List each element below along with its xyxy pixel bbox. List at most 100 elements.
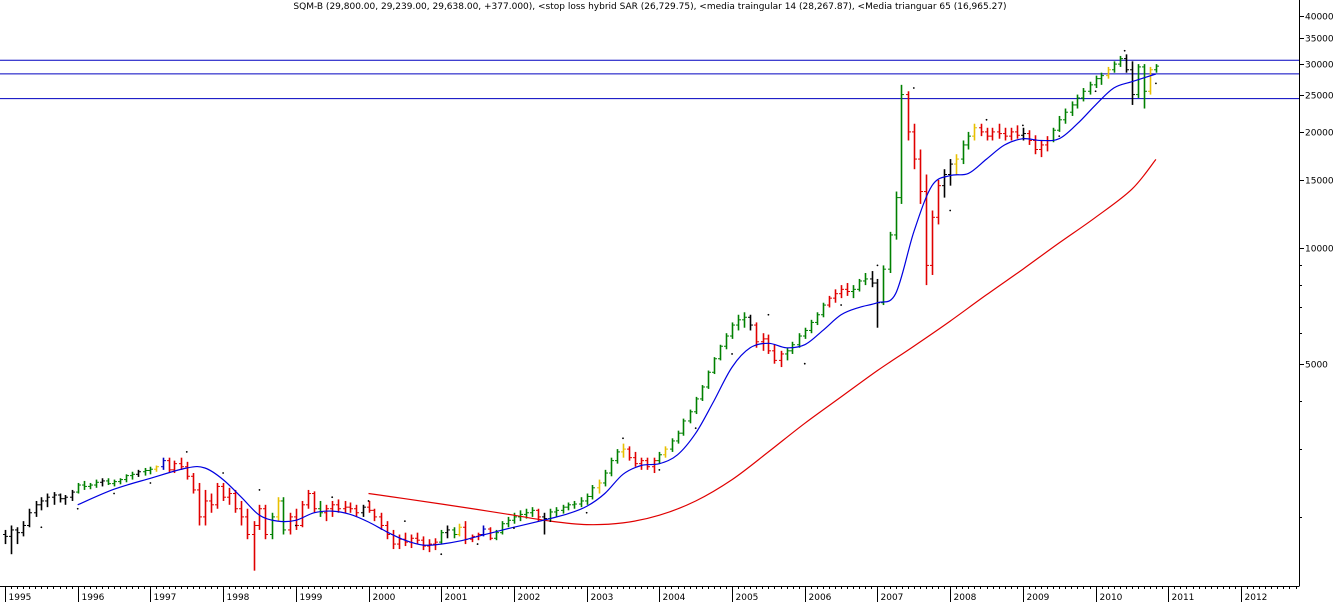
ohlc-bar xyxy=(815,312,820,326)
y-tick-label: 40000 xyxy=(1305,13,1334,23)
chart-title: SQM-B (29,800.00, 29,239.00, 29,638.00, … xyxy=(293,2,1006,12)
ohlc-bar xyxy=(985,127,990,141)
ohlc-bar xyxy=(997,123,1002,139)
ohlc-bar xyxy=(221,482,226,501)
ohlc-bar xyxy=(9,525,14,555)
ohlc-bar xyxy=(972,123,977,141)
ohlc-bar xyxy=(52,492,57,505)
level-lines xyxy=(0,59,1299,100)
ohlc-bar xyxy=(948,159,953,186)
ohlc-bar xyxy=(894,191,899,240)
ohlc-bar xyxy=(336,499,341,513)
ohlc-bar xyxy=(161,457,166,470)
ohlc-bar xyxy=(585,493,590,505)
x-tick-label: 1997 xyxy=(154,593,177,602)
ohlc-bar xyxy=(300,500,305,528)
ohlc-bar xyxy=(700,385,705,402)
stop-sar-dot xyxy=(1021,124,1024,127)
x-tick-label: 1999 xyxy=(300,593,323,602)
ohlc-bar xyxy=(118,478,123,485)
y-tick-label: 30000 xyxy=(1305,61,1334,71)
ohlc-bar xyxy=(452,527,457,539)
ohlc-bar xyxy=(130,471,135,480)
ohlc-bar xyxy=(252,521,257,571)
x-tick-label: 2000 xyxy=(373,593,396,602)
ohlc-bar xyxy=(415,532,420,545)
ohlc-bar xyxy=(354,504,359,517)
ohlc-bar xyxy=(391,529,396,550)
ohlc-bar xyxy=(185,461,190,480)
y-axis-ticks: 40000 35000 30000 25000 20000 15000 10000 5000 xyxy=(1299,13,1334,518)
ohlc-bar xyxy=(863,273,868,286)
ohlc-bar xyxy=(367,500,372,513)
ohlc-bar xyxy=(63,494,68,505)
stop-sar-dot xyxy=(440,553,443,556)
ohlc-bar xyxy=(203,489,208,526)
ohlc-bar xyxy=(281,497,286,535)
x-tick-label: 2005 xyxy=(736,593,759,602)
ohlc-bar xyxy=(124,474,129,483)
ohlc-bar xyxy=(512,512,517,524)
x-tick-label: 2003 xyxy=(591,593,614,602)
ohlc-bar xyxy=(1136,64,1141,98)
ohlc-bar xyxy=(676,430,681,444)
ohlc-bar xyxy=(566,502,571,511)
ohlc-bar xyxy=(881,265,886,306)
ohlc-bar xyxy=(797,333,802,348)
x-tick-label: 2011 xyxy=(1172,593,1195,602)
ohlc-bar xyxy=(154,465,159,472)
ohlc-bar xyxy=(652,457,657,474)
ohlc-bar xyxy=(706,370,711,389)
ohlc-bar xyxy=(590,485,595,500)
ohlc-bar xyxy=(730,322,735,339)
ohlc-bar xyxy=(615,449,620,464)
ohlc-bar xyxy=(372,508,377,522)
ohlc-bar xyxy=(736,314,741,331)
ohlc-bar xyxy=(100,478,105,487)
ohlc-bar xyxy=(766,334,771,354)
ohlc-bar xyxy=(772,344,777,364)
ohlc-bar xyxy=(1070,101,1075,116)
ohlc-bar xyxy=(361,504,366,517)
ohlc-bar xyxy=(167,457,172,474)
ohlc-bar xyxy=(579,497,584,508)
ohlc-bar xyxy=(990,127,995,141)
y-tick-label: 35000 xyxy=(1305,35,1334,45)
ohlc-bar xyxy=(1154,64,1159,73)
ohlc-bar xyxy=(45,493,50,508)
ohlc-bar xyxy=(1094,75,1099,89)
ohlc-bar xyxy=(1063,108,1068,124)
ohlc-bar xyxy=(1057,115,1062,132)
ohlc-bar xyxy=(851,285,856,299)
ohlc-bar xyxy=(597,479,602,494)
x-tick-label: 1995 xyxy=(9,593,32,602)
x-tick-label: 2002 xyxy=(518,593,541,602)
ohlc-bar xyxy=(899,84,904,204)
stop-sar-dot xyxy=(912,87,915,89)
ohlc-bar xyxy=(1130,61,1135,105)
stop-sar-dot xyxy=(476,543,479,545)
ohlc-bar xyxy=(724,333,729,350)
ohlc-bar xyxy=(688,409,693,424)
stop-sar-dot xyxy=(731,353,733,355)
stop-sar-dot xyxy=(40,526,43,529)
ohlc-bar xyxy=(930,210,935,275)
ohlc-bar xyxy=(379,512,384,530)
ohlc-bar xyxy=(239,500,244,526)
ohlc-bar xyxy=(561,504,566,514)
x-tick-label: 1996 xyxy=(82,593,105,602)
ohlc-bar xyxy=(694,396,699,415)
ohlc-bar xyxy=(639,457,644,470)
stop-sar-dot xyxy=(840,304,843,306)
ohlc-bar xyxy=(1148,66,1153,95)
ohlc-bar xyxy=(215,482,220,509)
ohlc-bar xyxy=(1099,72,1104,85)
ohlc-bar xyxy=(1015,125,1020,139)
ohlc-bar xyxy=(670,438,675,452)
ohlc-bar xyxy=(1009,127,1014,141)
stop-sar-dot xyxy=(113,492,115,495)
ohlc-bar xyxy=(294,508,299,530)
ohlc-bar xyxy=(966,131,971,150)
ohlc-bar xyxy=(439,529,444,545)
